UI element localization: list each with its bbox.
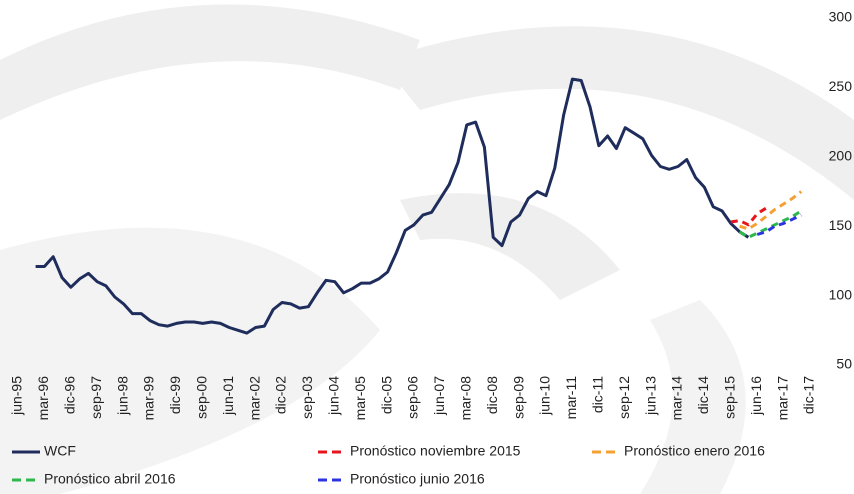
y-tick-label: 250 bbox=[829, 78, 853, 94]
x-tick-label: sep-00 bbox=[194, 376, 210, 419]
x-tick-label: jun-95 bbox=[9, 376, 25, 416]
x-tick-label: sep-12 bbox=[616, 376, 632, 419]
series-line bbox=[35, 77, 750, 335]
x-tick-label: sep-97 bbox=[88, 376, 104, 419]
y-tick-label: 200 bbox=[829, 148, 853, 164]
x-tick-label: dic-96 bbox=[62, 376, 78, 414]
x-tick-label: mar-14 bbox=[669, 376, 685, 421]
x-tick-label: dic-11 bbox=[590, 376, 606, 413]
series-line bbox=[730, 206, 767, 227]
x-tick-label: dic-08 bbox=[484, 376, 500, 414]
x-tick-label: dic-14 bbox=[695, 376, 711, 414]
x-tick-label: jun-16 bbox=[748, 376, 764, 416]
x-tick-label: mar-99 bbox=[141, 376, 157, 421]
x-tick-label: dic-05 bbox=[378, 376, 394, 414]
y-tick-label: 50 bbox=[836, 356, 852, 372]
series-line bbox=[738, 209, 803, 239]
y-tick-label: 150 bbox=[829, 217, 853, 233]
legend-label: Pronóstico abril 2016 bbox=[44, 471, 176, 487]
x-tick-label: jun-10 bbox=[537, 376, 553, 416]
y-tick-label: 100 bbox=[829, 286, 853, 302]
legend-label: Pronóstico junio 2016 bbox=[350, 471, 485, 487]
x-tick-label: jun-04 bbox=[326, 376, 342, 416]
x-tick-label: dic-99 bbox=[167, 376, 183, 414]
x-tick-label: jun-13 bbox=[642, 376, 658, 416]
x-tick-label: mar-02 bbox=[246, 376, 262, 421]
x-tick-label: sep-09 bbox=[510, 376, 526, 419]
series-line bbox=[756, 213, 802, 236]
y-tick-label: 300 bbox=[829, 9, 853, 25]
x-tick-label: sep-06 bbox=[405, 376, 421, 419]
x-tick-label: mar-11 bbox=[563, 376, 579, 420]
x-tick-label: jun-07 bbox=[431, 376, 447, 416]
x-tick-label: dic-02 bbox=[273, 376, 289, 414]
legend-label: WCF bbox=[44, 443, 76, 459]
watermark bbox=[0, 4, 854, 494]
x-tick-label: mar-17 bbox=[774, 376, 790, 421]
series-line bbox=[739, 190, 803, 231]
x-tick-label: mar-05 bbox=[352, 376, 368, 421]
legend-label: Pronóstico enero 2016 bbox=[624, 443, 765, 459]
x-tick-label: mar-96 bbox=[35, 376, 51, 421]
x-tick-label: sep-15 bbox=[722, 376, 738, 419]
x-tick-label: jun-01 bbox=[220, 376, 236, 416]
x-tick-label: mar-08 bbox=[458, 376, 474, 421]
x-tick-label: sep-03 bbox=[299, 376, 315, 419]
x-tick-label: jun-98 bbox=[114, 376, 130, 416]
legend-label: Pronóstico noviembre 2015 bbox=[350, 443, 521, 459]
x-tick-label: dic-17 bbox=[801, 376, 817, 414]
